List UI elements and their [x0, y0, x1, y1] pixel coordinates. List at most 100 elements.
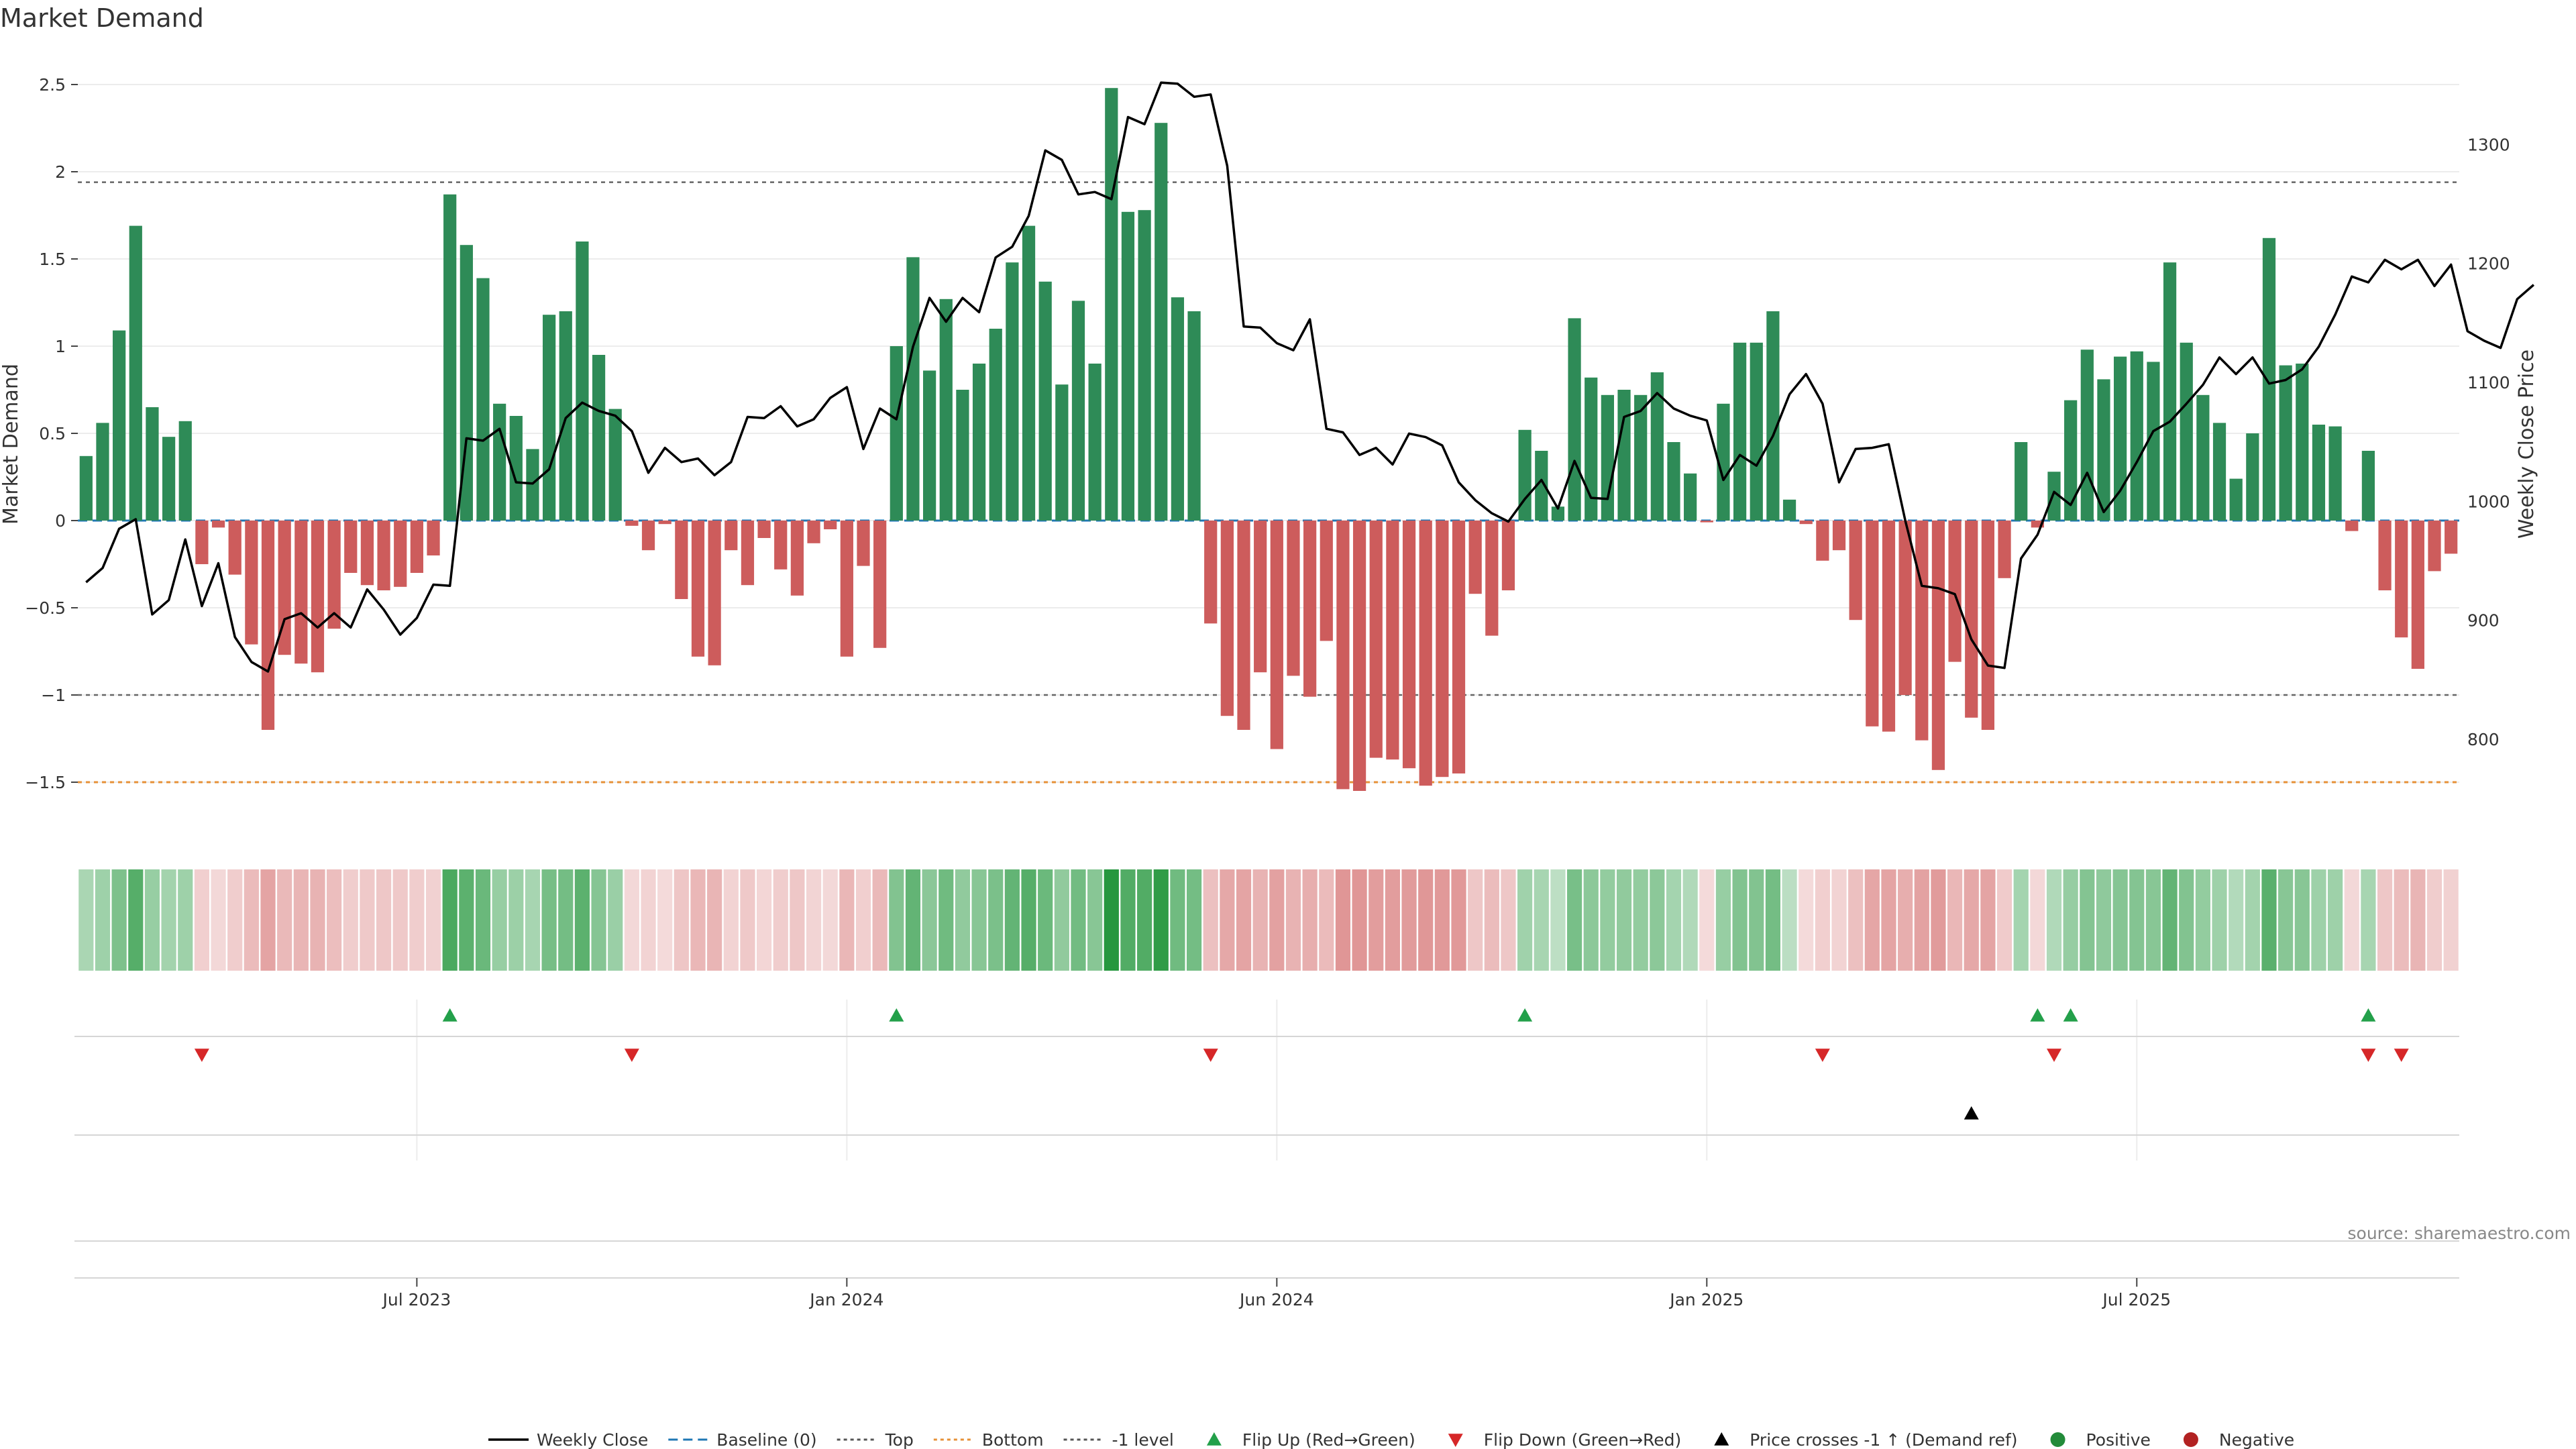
demand-bar: [162, 437, 176, 521]
heat-cell: [293, 869, 309, 971]
demand-bar: [2047, 472, 2061, 521]
demand-bar: [2097, 379, 2110, 521]
heat-cell: [2344, 869, 2359, 971]
heat-cell: [1137, 869, 1152, 971]
heat-cell: [1220, 869, 1235, 971]
heat-cell: [2145, 869, 2161, 971]
heat-cell: [1881, 869, 1896, 971]
y-axis-right: 1300 1200 1100 1000 900 800: [2467, 135, 2510, 749]
heat-cell: [194, 869, 209, 971]
demand-bar: [608, 409, 622, 521]
heat-cell: [591, 869, 606, 971]
flip-down-marker: [1815, 1049, 1830, 1062]
heat-cell: [508, 869, 524, 971]
heat-cell: [111, 869, 127, 971]
heat-cell: [1401, 869, 1417, 971]
demand-bar: [1733, 342, 1747, 521]
demand-bar: [1750, 342, 1763, 521]
heat-cell: [425, 869, 441, 971]
demand-heat-strip: [78, 869, 2459, 971]
heat-cell: [822, 869, 838, 971]
demand-bar: [972, 364, 986, 521]
heat-cell: [1368, 869, 1384, 971]
heat-cell: [2179, 869, 2194, 971]
y-tick-label: 2: [55, 162, 66, 182]
heat-cell: [1153, 869, 1169, 971]
demand-bar: [559, 311, 572, 521]
demand-bar: [641, 521, 655, 551]
heat-cell: [1418, 869, 1434, 971]
heat-cell: [889, 869, 904, 971]
demand-bar: [1931, 521, 1945, 770]
heat-cell: [2195, 869, 2210, 971]
demand-bar: [1038, 281, 1052, 521]
y-tick-label: 1: [55, 337, 66, 356]
demand-bar: [1948, 521, 1962, 662]
demand-bar: [1171, 297, 1185, 521]
heat-cell: [707, 869, 722, 971]
demand-bar: [1634, 394, 1648, 521]
signal-markers: [194, 1008, 2409, 1120]
heat-cell: [2328, 869, 2343, 971]
legend-item: Top: [837, 1430, 914, 1449]
heat-cell: [839, 869, 855, 971]
demand-bar: [1022, 225, 1036, 521]
demand-bar: [211, 521, 225, 528]
demand-bar: [691, 521, 705, 657]
legend-label: Flip Up (Red→Green): [1242, 1430, 1415, 1449]
heat-cell: [723, 869, 739, 971]
demand-bar: [1882, 521, 1896, 732]
demand-bar: [2015, 442, 2028, 521]
heat-cell: [1583, 869, 1599, 971]
reference-lines: [78, 181, 2459, 784]
heat-cell: [1252, 869, 1268, 971]
demand-bar: [2428, 521, 2441, 572]
heat-cell: [1203, 869, 1218, 971]
heat-cell: [2030, 869, 2045, 971]
y-tick-label: −0.5: [25, 598, 66, 618]
demand-bar: [1088, 364, 1102, 521]
demand-bar: [1601, 394, 1614, 521]
demand-bar: [2064, 400, 2078, 521]
heat-cell: [1087, 869, 1103, 971]
demand-bar: [956, 390, 969, 521]
demand-bars: [79, 88, 2458, 791]
heat-cell: [1600, 869, 1615, 971]
demand-bar: [1468, 521, 1482, 594]
legend-item: Flip Up (Red→Green): [1206, 1430, 1415, 1449]
y-right-tick-label: 900: [2467, 611, 2500, 631]
demand-bar: [1055, 384, 1069, 521]
demand-bar: [2262, 237, 2276, 521]
demand-bar: [1320, 521, 1333, 641]
heat-cell: [1650, 869, 1665, 971]
heat-cell: [1682, 869, 1698, 971]
demand-bar: [113, 330, 126, 521]
flip-up-marker: [442, 1008, 458, 1022]
demand-bar: [1155, 123, 1168, 521]
heat-cell: [855, 869, 871, 971]
heat-cell: [2426, 869, 2443, 971]
demand-bar: [1138, 210, 1151, 521]
demand-bar: [493, 403, 506, 521]
heat-cell: [1616, 869, 1632, 971]
flip-up-marker: [2361, 1008, 2376, 1022]
legend-item: -1 level: [1063, 1430, 1174, 1449]
flip-down-marker: [2361, 1049, 2376, 1062]
demand-bar: [427, 521, 440, 555]
demand-bar: [1965, 521, 1978, 718]
heat-cell: [227, 869, 243, 971]
legend-label: Bottom: [982, 1430, 1044, 1449]
demand-bar: [2361, 451, 2375, 521]
heat-cell: [1236, 869, 1252, 971]
demand-bar: [2212, 423, 2226, 521]
heat-cell: [95, 869, 111, 971]
y-right-tick-label: 1200: [2467, 254, 2510, 274]
heat-cell: [690, 869, 706, 971]
legend-item: Baseline (0): [668, 1430, 817, 1449]
flip-up-marker: [1517, 1008, 1533, 1022]
heat-cell: [1633, 869, 1648, 971]
heat-cell: [1964, 869, 1979, 971]
legend-label: Negative: [2219, 1430, 2294, 1449]
heat-cell: [1186, 869, 1202, 971]
heat-cell: [2080, 869, 2095, 971]
